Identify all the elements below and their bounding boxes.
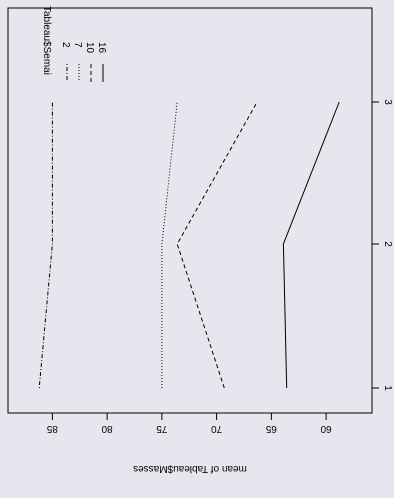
value-axis: 60 65 70 75 80 85 bbox=[46, 412, 332, 434]
plot-frame bbox=[7, 7, 373, 414]
legend-label-10: 10 bbox=[84, 42, 95, 54]
value-tick-label: 60 bbox=[320, 423, 332, 434]
value-tick-label: 75 bbox=[156, 423, 168, 434]
value-tick-label: 65 bbox=[265, 423, 277, 434]
series-line-10 bbox=[176, 101, 258, 389]
series-layer bbox=[38, 101, 340, 389]
value-tick-label: 80 bbox=[101, 423, 113, 434]
legend-items: 2 7 10 16 bbox=[60, 42, 107, 82]
legend-label-7: 7 bbox=[72, 42, 83, 48]
category-tick-label: 2 bbox=[382, 241, 393, 247]
legend-label-16: 16 bbox=[96, 42, 107, 54]
series-line-16 bbox=[282, 101, 340, 389]
category-tick-label: 1 bbox=[382, 385, 393, 391]
legend-label-2: 2 bbox=[60, 42, 71, 48]
legend-title: Tableau$Semai bbox=[41, 6, 52, 75]
series-line-7 bbox=[161, 101, 178, 388]
series-line-2 bbox=[38, 102, 53, 389]
legend: Tableau$Semai 2 7 10 16 bbox=[41, 6, 107, 82]
category-axis: 1 2 3 bbox=[371, 99, 393, 391]
value-tick-label: 85 bbox=[46, 423, 58, 434]
category-tick-label: 3 bbox=[382, 99, 393, 105]
y-axis-title: mean of Tableau$Masses bbox=[133, 463, 247, 474]
value-tick-label: 70 bbox=[211, 423, 223, 434]
